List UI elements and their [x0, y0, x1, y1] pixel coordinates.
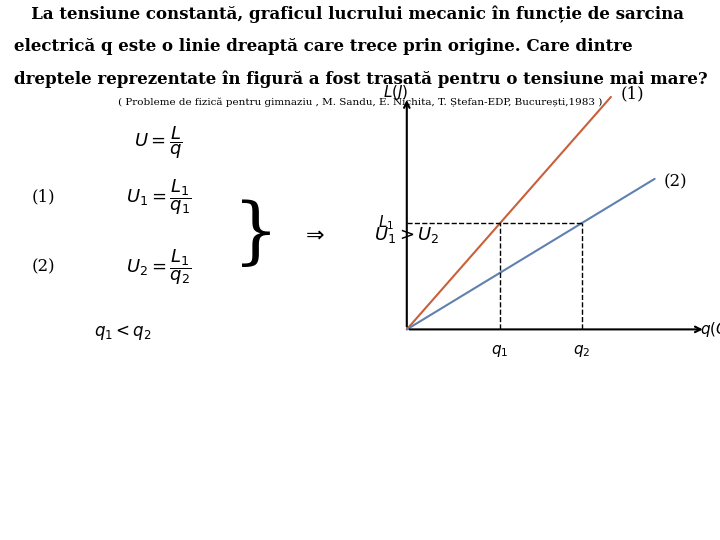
Text: (1): (1): [32, 188, 55, 206]
Text: $L_1$: $L_1$: [377, 214, 394, 233]
Text: $\Rightarrow$: $\Rightarrow$: [301, 224, 325, 246]
Text: $U_1 > U_2$: $U_1 > U_2$: [374, 225, 440, 245]
Text: $q_2$: $q_2$: [573, 343, 590, 359]
Text: $U = \dfrac{L}{q}$: $U = \dfrac{L}{q}$: [134, 124, 183, 161]
Text: $q_1 < q_2$: $q_1 < q_2$: [94, 322, 151, 342]
Text: (1): (1): [621, 86, 644, 103]
Text: (2): (2): [32, 259, 55, 276]
Text: La tensiune constantă, graficul lucrului mecanic în funcție de sarcina: La tensiune constantă, graficul lucrului…: [14, 5, 685, 23]
Text: }: }: [233, 200, 279, 270]
Text: $q_1$: $q_1$: [492, 343, 509, 359]
Text: $q(C)$: $q(C)$: [700, 320, 720, 339]
Text: ( Probleme de fizică pentru gimnaziu , M. Sandu, E. Nichita, T. Ștefan-EDP, Bucu: ( Probleme de fizică pentru gimnaziu , M…: [118, 97, 602, 107]
Text: $U_2 = \dfrac{L_1}{q_2}$: $U_2 = \dfrac{L_1}{q_2}$: [125, 247, 192, 287]
Text: $U_1 = \dfrac{L_1}{q_1}$: $U_1 = \dfrac{L_1}{q_1}$: [125, 177, 192, 217]
Text: electrică q este o linie dreaptă care trece prin origine. Care dintre: electrică q este o linie dreaptă care tr…: [14, 38, 633, 55]
Text: $L(J)$: $L(J)$: [383, 83, 409, 103]
Text: dreptele reprezentate în figură a fost trasată pentru o tensiune mai mare?: dreptele reprezentate în figură a fost t…: [14, 70, 708, 87]
Text: (2): (2): [664, 173, 688, 190]
